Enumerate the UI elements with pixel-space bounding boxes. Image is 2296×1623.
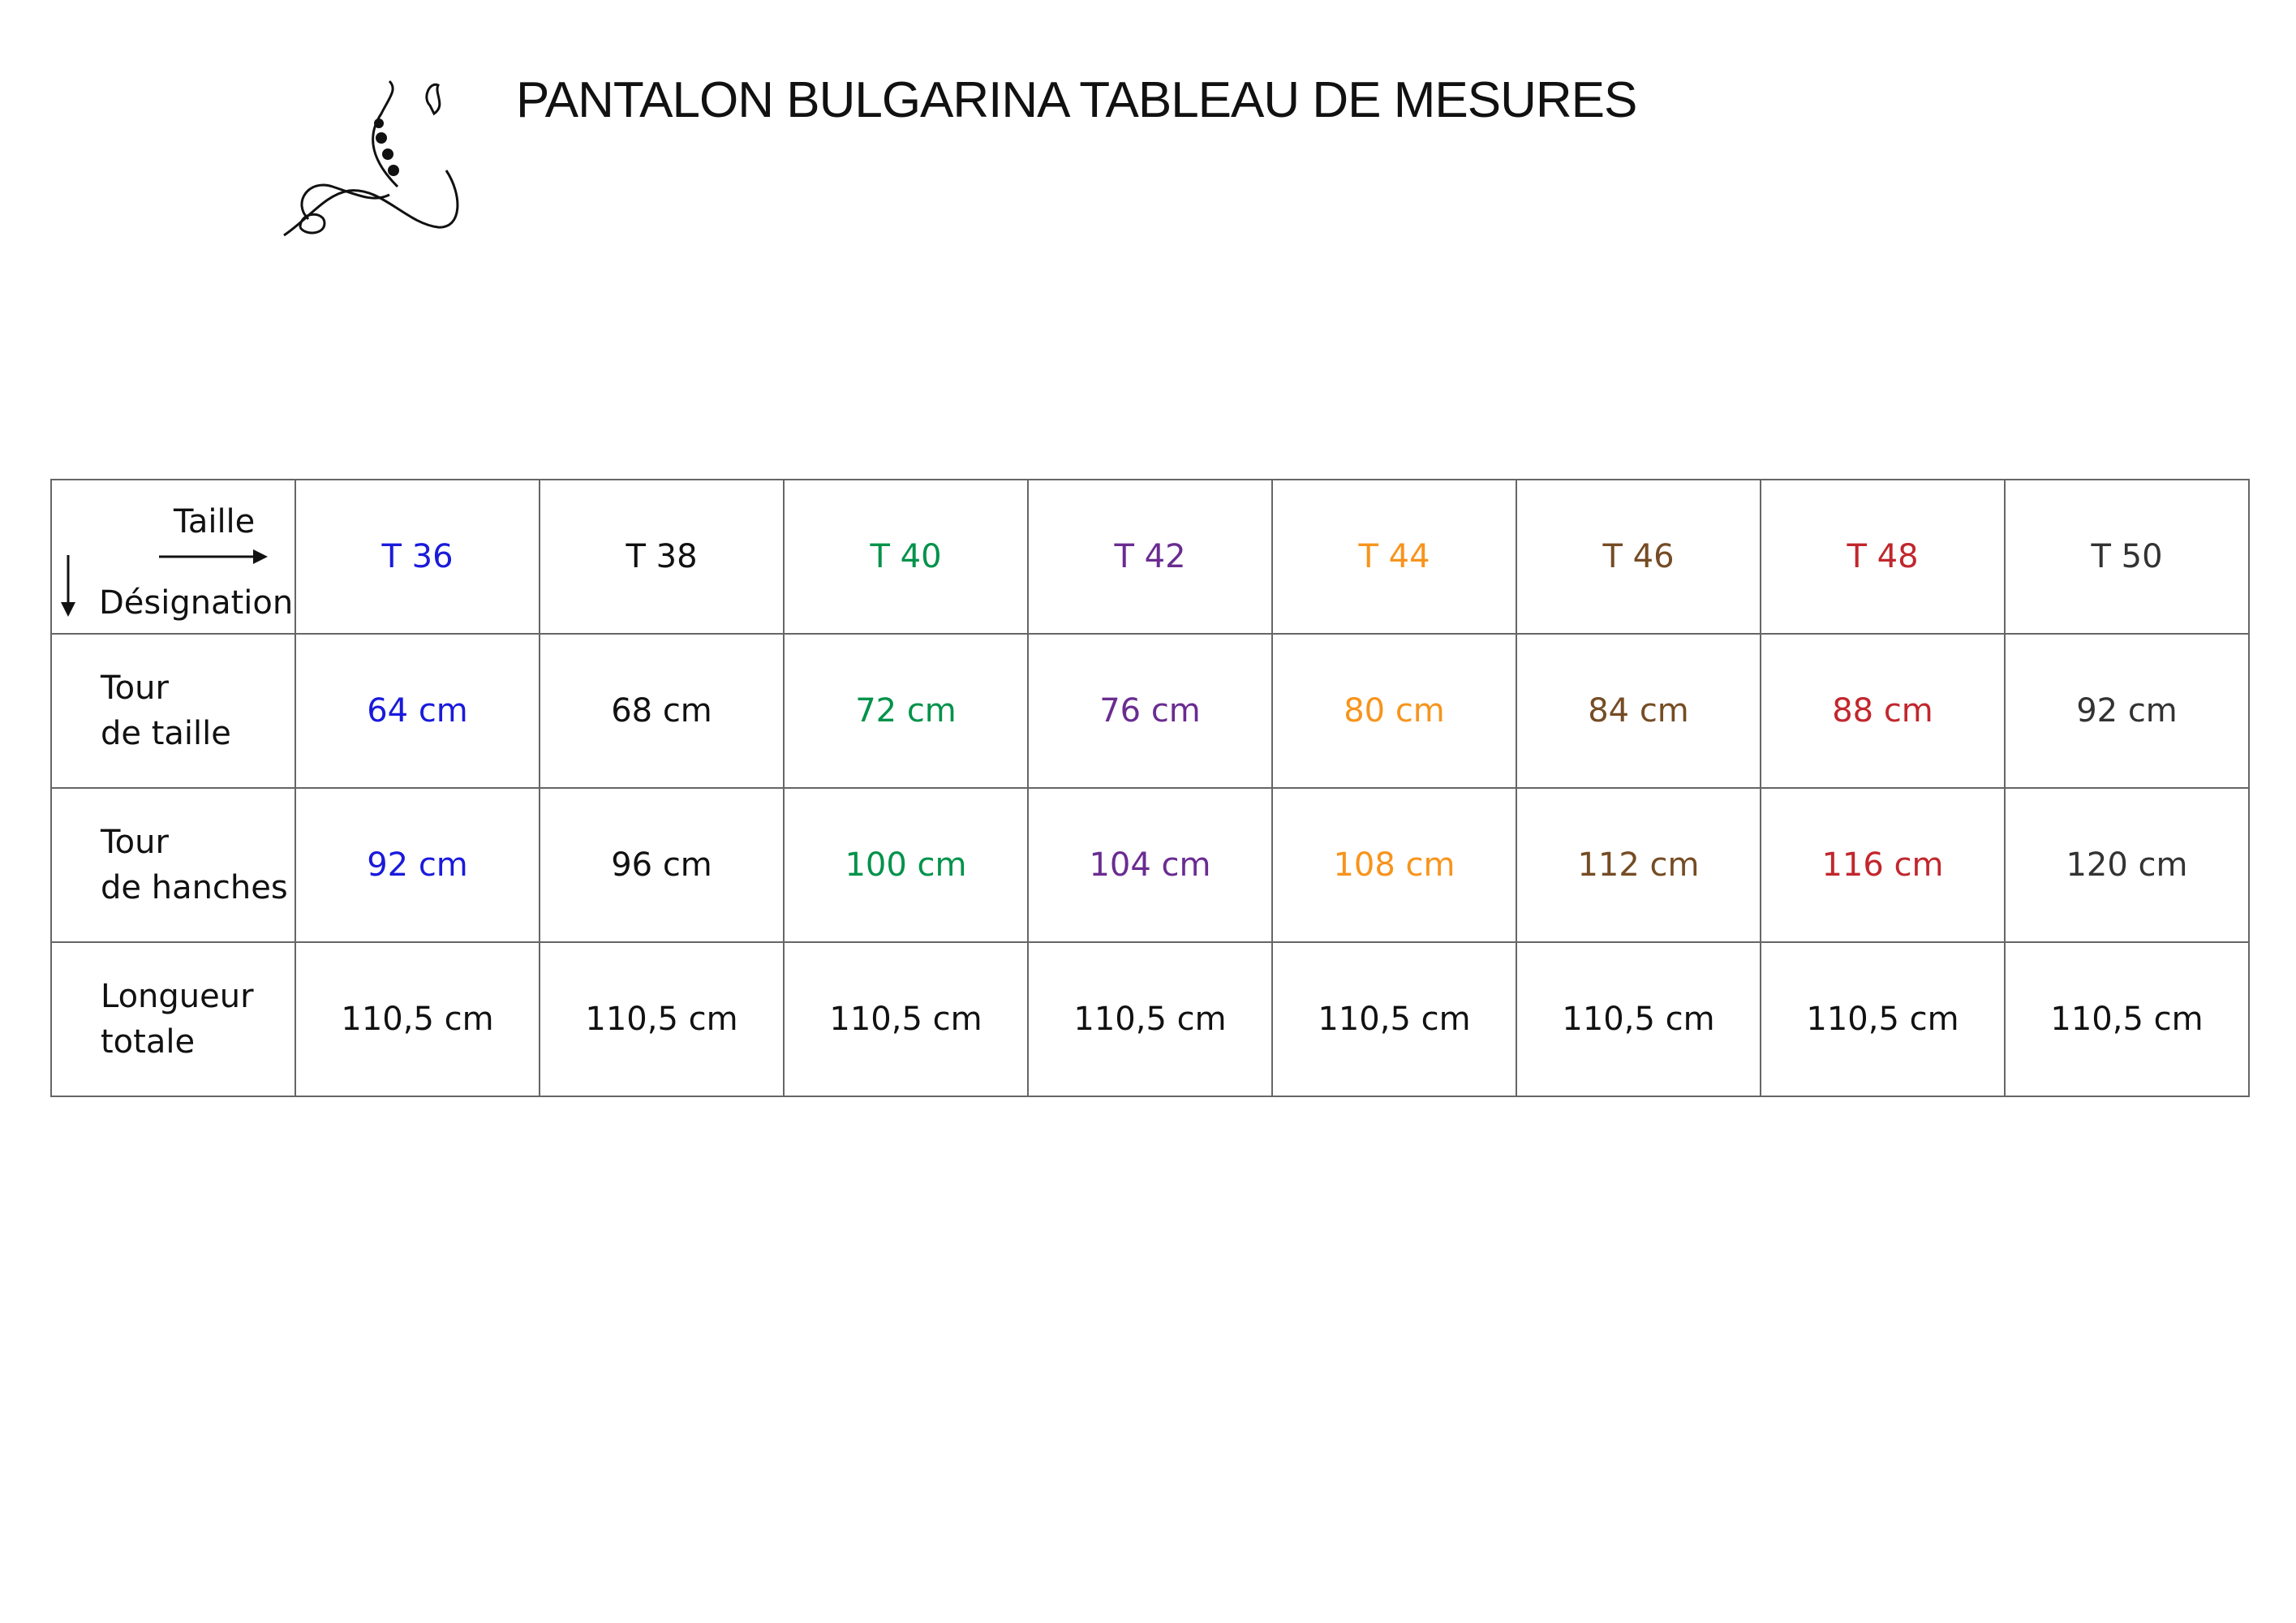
measure-cell: 100 cm <box>783 787 1029 943</box>
corner-cell: Taille Désignation <box>50 479 296 635</box>
measure-cell: 108 cm <box>1271 787 1517 943</box>
size-header: T 42 <box>1027 479 1273 635</box>
row-label: Tour de hanches <box>50 787 296 943</box>
measure-cell: 116 cm <box>1760 787 2006 943</box>
measure-cell: 110,5 cm <box>1760 941 2006 1097</box>
title: PANTALON BULGARINA TABLEAU DE MESURES <box>516 72 1637 128</box>
measure-row: Longueur totale 110,5 cm 110,5 cm 110,5 cm 1… <box>50 941 2250 1097</box>
measure-cell: 110,5 cm <box>1027 941 1273 1097</box>
measure-cell: 64 cm <box>295 633 540 789</box>
measure-cell: 110,5 cm <box>1271 941 1517 1097</box>
measure-cell: 110,5 cm <box>783 941 1029 1097</box>
measure-cell: 110,5 cm <box>1516 941 1761 1097</box>
measure-cell: 88 cm <box>1760 633 2006 789</box>
corner-top: Taille <box>174 503 256 540</box>
measure-row: Tour de hanches 92 cm 96 cm 100 cm 104 cm 108… <box>50 787 2250 943</box>
size-header: T 46 <box>1516 479 1761 635</box>
measure-cell: 120 cm <box>2004 787 2250 943</box>
size-header: T 40 <box>783 479 1029 635</box>
measure-cell: 92 cm <box>2004 633 2250 789</box>
row-label: Tour de taille <box>50 633 296 789</box>
corner-bottom: Désignation <box>99 584 294 622</box>
measure-cell: 96 cm <box>539 787 785 943</box>
measure-cell: 72 cm <box>783 633 1029 789</box>
measure-cell: 76 cm <box>1027 633 1273 789</box>
measure-cell: 104 cm <box>1027 787 1273 943</box>
size-header: T 48 <box>1760 479 2006 635</box>
measure-table: Taille Désignation T 36 T 38 T 40 T 42 T 44 T 4… <box>50 479 2250 1097</box>
size-header: T 50 <box>2004 479 2250 635</box>
measure-cell: 110,5 cm <box>539 941 785 1097</box>
header-row: Taille Désignation T 36 T 38 T 40 T 42 T 44 T 4… <box>50 479 2250 635</box>
logo <box>283 80 459 237</box>
arrows <box>61 549 268 617</box>
size-header: T 36 <box>295 479 540 635</box>
measure-cell: 112 cm <box>1516 787 1761 943</box>
measure-cell: 68 cm <box>539 633 785 789</box>
measure-cell: 84 cm <box>1516 633 1761 789</box>
corner: Taille Désignation <box>52 480 295 633</box>
measure-cell: 110,5 cm <box>2004 941 2250 1097</box>
row-label: Longueur totale <box>50 941 296 1097</box>
measure-cell: 110,5 cm <box>295 941 540 1097</box>
measure-cell: 80 cm <box>1271 633 1517 789</box>
size-header: T 38 <box>539 479 785 635</box>
measure-row: Tour de taille 64 cm 68 cm 72 cm 76 cm 80 cm 8… <box>50 633 2250 789</box>
measure-cell: 92 cm <box>295 787 540 943</box>
size-header: T 44 <box>1271 479 1517 635</box>
